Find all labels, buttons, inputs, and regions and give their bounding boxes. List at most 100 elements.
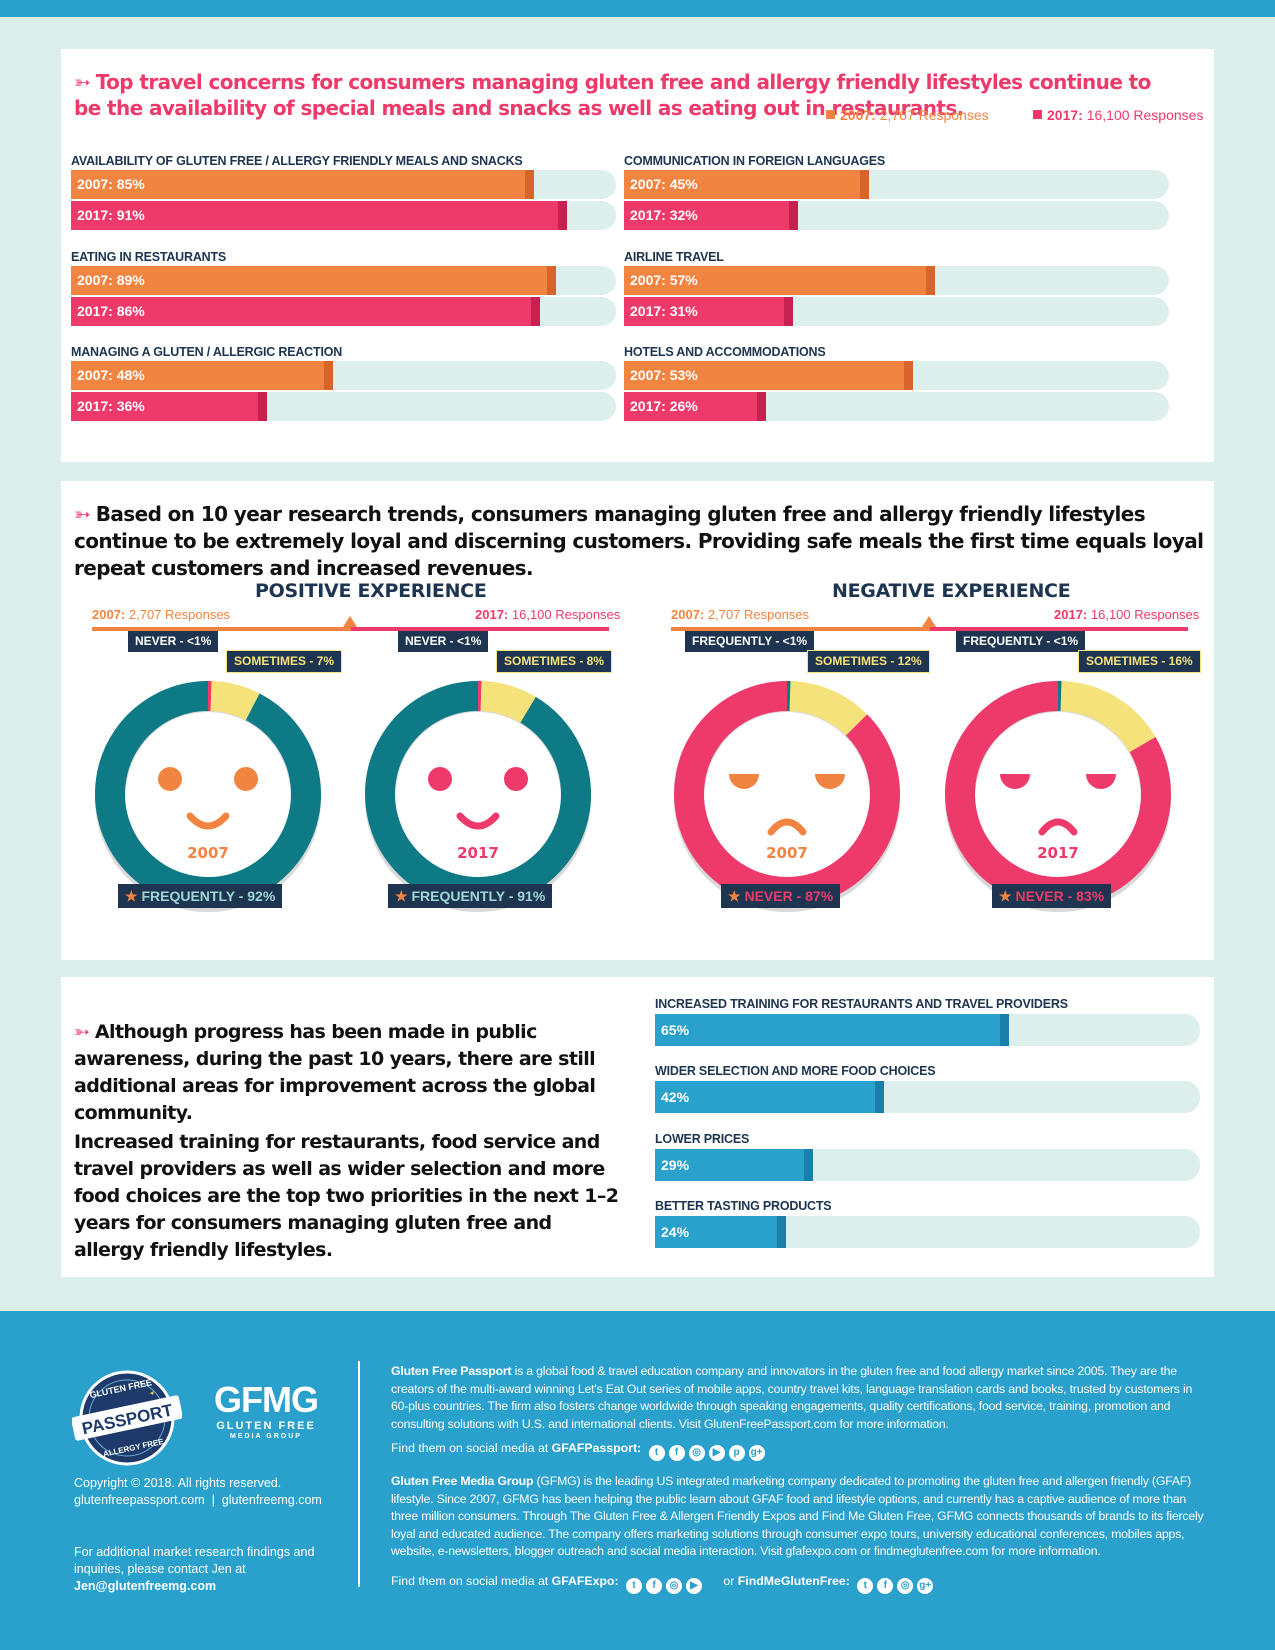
positive-donut-2017: 2017 NEVER - <1% SOMETIMES - 8% ★ FREQUENTL… xyxy=(356,631,613,961)
facebook-icon[interactable]: f xyxy=(646,1578,662,1594)
instagram-icon[interactable]: ◎ xyxy=(666,1578,682,1594)
expo-social-handle: GFAFExpo: xyxy=(551,1574,619,1588)
donut-svg xyxy=(674,681,900,912)
left-eye xyxy=(1000,774,1030,789)
donut-year: 2007 xyxy=(766,844,808,862)
negative-resp-2017: 2017: 16,100 Responses xyxy=(1054,607,1199,622)
gluten-free-passport-logo: PASSPORT GLUTEN FREE ALLERGY FREE xyxy=(72,1370,182,1466)
twitter-icon[interactable]: t xyxy=(648,1445,665,1461)
tag-sometimes-7: SOMETIMES - 7% xyxy=(226,650,343,673)
facebook-icon[interactable]: f xyxy=(668,1445,685,1461)
twitter-icon[interactable]: t xyxy=(857,1578,874,1594)
right-eye xyxy=(1086,774,1116,789)
legend-2017-text: 16,100 Responses xyxy=(1086,107,1204,123)
priority-group-wider-selection-and-more-food-choices: WIDER SELECTION AND MORE FOOD CHOICES 42% xyxy=(655,1062,1200,1115)
donut-svg xyxy=(365,681,591,912)
gfp-social-prefix: Find them on social media at xyxy=(391,1441,552,1455)
right-eye xyxy=(234,767,258,791)
website-links[interactable]: glutenfreepassport.com | glutenfreemg.co… xyxy=(74,1493,322,1507)
gfp-text: is a global food & travel education comp… xyxy=(391,1364,1193,1431)
bar-2017-label: 2017: 36% xyxy=(77,398,145,414)
slice-sometimes-8 xyxy=(480,681,536,723)
footer: PASSPORT GLUTEN FREE ALLERGY FREE GFMG G… xyxy=(0,1311,1275,1650)
youtube-icon[interactable]: ▶ xyxy=(686,1578,702,1594)
bar-2017-cap xyxy=(557,201,567,230)
bar-2007-label: 2007: 85% xyxy=(77,176,145,192)
bar-2017-cap xyxy=(789,201,799,230)
bar-2007-label: 2007: 48% xyxy=(77,367,145,383)
priority-group-increased-training-for-restaurants-and-travel-providers: INCREASED TRAINING FOR RESTAURANTS AND T… xyxy=(655,995,1200,1048)
positive-resp-2017: 2017: 16,100 Responses xyxy=(475,607,620,622)
smile xyxy=(186,812,230,830)
youtube-icon[interactable]: ▶ xyxy=(708,1445,725,1461)
right-eye xyxy=(504,767,528,791)
instagram-icon[interactable]: ◎ xyxy=(688,1445,705,1461)
gfp-social-handle: GFAFPassport: xyxy=(551,1441,642,1455)
legend-2017-swatch xyxy=(1033,110,1042,119)
bar-2007-cap xyxy=(860,170,870,199)
gfmg-text: (GFMG) is the leading US integrated mark… xyxy=(391,1474,1204,1558)
gfmg-name: Gluten Free Media Group xyxy=(391,1474,534,1488)
star-icon: ★ xyxy=(125,888,142,904)
concern-title: AIRLINE TRAVEL xyxy=(624,250,724,264)
priority-bar-label: 65% xyxy=(661,1022,690,1038)
bar-2007: 2007: 85% xyxy=(71,170,535,199)
bar-2017-track: 2017: 26% xyxy=(624,392,1169,421)
bar-2007-cap xyxy=(903,361,913,390)
bar-2007: 2007: 57% xyxy=(624,266,935,295)
donut-svg xyxy=(945,681,1171,912)
scale-marker-icon xyxy=(922,616,936,627)
twitter-icon[interactable]: t xyxy=(626,1578,642,1594)
gfp-social: Find them on social media at GFAFPasspor… xyxy=(391,1441,765,1461)
priority-bar: 42% xyxy=(655,1081,884,1113)
bar-2007-cap xyxy=(925,266,935,295)
scale-2017-segment xyxy=(350,627,609,631)
pinterest-icon[interactable]: p xyxy=(728,1445,745,1461)
bar-2007-track: 2007: 85% xyxy=(71,170,616,199)
priority-title: INCREASED TRAINING FOR RESTAURANTS AND T… xyxy=(655,997,1068,1011)
scale-2007-segment xyxy=(671,627,930,631)
bar-2017: 2017: 36% xyxy=(71,392,268,421)
bar-2007: 2007: 45% xyxy=(624,170,870,199)
gfmg-description: Gluten Free Media Group (GFMG) is the le… xyxy=(391,1473,1206,1561)
priority-bar-track: 24% xyxy=(655,1216,1200,1248)
googleplus-icon[interactable]: g+ xyxy=(917,1578,934,1594)
facebook-icon[interactable]: f xyxy=(877,1578,894,1594)
priorities-panel: ➳ Although progress has been made in publ… xyxy=(61,977,1214,1277)
slice-never-83 xyxy=(945,681,1171,907)
copyright-block: Copyright © 2018. All rights reserved. g… xyxy=(74,1475,322,1509)
tag-never-87: ★ NEVER - 87% xyxy=(721,884,841,908)
experience-intro-text: Based on 10 year research trends, consum… xyxy=(74,502,1204,580)
bar-2007-track: 2007: 57% xyxy=(624,266,1169,295)
bar-2007-track: 2007: 53% xyxy=(624,361,1169,390)
contact-email-link[interactable]: Jen@glutenfreemg.com xyxy=(74,1579,217,1593)
tag-never-1: NEVER - <1% xyxy=(128,631,219,652)
arrow-icon: ➳ xyxy=(74,1021,90,1043)
bar-2017-label: 2017: 26% xyxy=(630,398,698,414)
negative-resp-2007: 2007: 2,707 Responses xyxy=(671,607,809,622)
fmgf-prefix: or xyxy=(723,1574,738,1588)
star-icon: ★ xyxy=(395,888,412,904)
bar-2017-track: 2017: 86% xyxy=(71,297,616,326)
gfmg-logo-sub: GLUTEN FREE xyxy=(216,1420,316,1432)
legend-2007-year: 2007: xyxy=(840,107,876,123)
googleplus-icon[interactable]: g+ xyxy=(748,1445,765,1461)
priority-bar-track: 29% xyxy=(655,1149,1200,1181)
travel-concerns-panel: ➳ Top travel concerns for consumers manag… xyxy=(61,49,1214,462)
tag-sometimes-16: SOMETIMES - 16% xyxy=(1078,650,1201,673)
footer-divider xyxy=(358,1361,360,1587)
star-icon: ★ xyxy=(999,888,1016,904)
bar-2017-track: 2017: 32% xyxy=(624,201,1169,230)
priority-bar-cap xyxy=(776,1216,786,1248)
bar-2017-track: 2017: 91% xyxy=(71,201,616,230)
bar-2017-label: 2017: 86% xyxy=(77,303,145,319)
concern-group-availability-of-gluten-free-allergy-friendly-meals-and-snacks: AVAILABILITY OF GLUTEN FREE / ALLERGY FR… xyxy=(71,152,616,232)
concern-group-airline-travel: AIRLINE TRAVEL 2007: 57% 2017: 31% xyxy=(624,248,1169,328)
bar-2007: 2007: 53% xyxy=(624,361,913,390)
tag-sometimes-12: SOMETIMES - 12% xyxy=(807,650,930,673)
bar-2007-label: 2007: 53% xyxy=(630,367,698,383)
legend-2007-text: 2,767 Responses xyxy=(879,107,989,123)
bar-2007-cap xyxy=(547,266,557,295)
concern-group-hotels-and-accommodations: HOTELS AND ACCOMMODATIONS 2007: 53% 2017: … xyxy=(624,343,1169,423)
instagram-icon[interactable]: ◎ xyxy=(897,1578,914,1594)
